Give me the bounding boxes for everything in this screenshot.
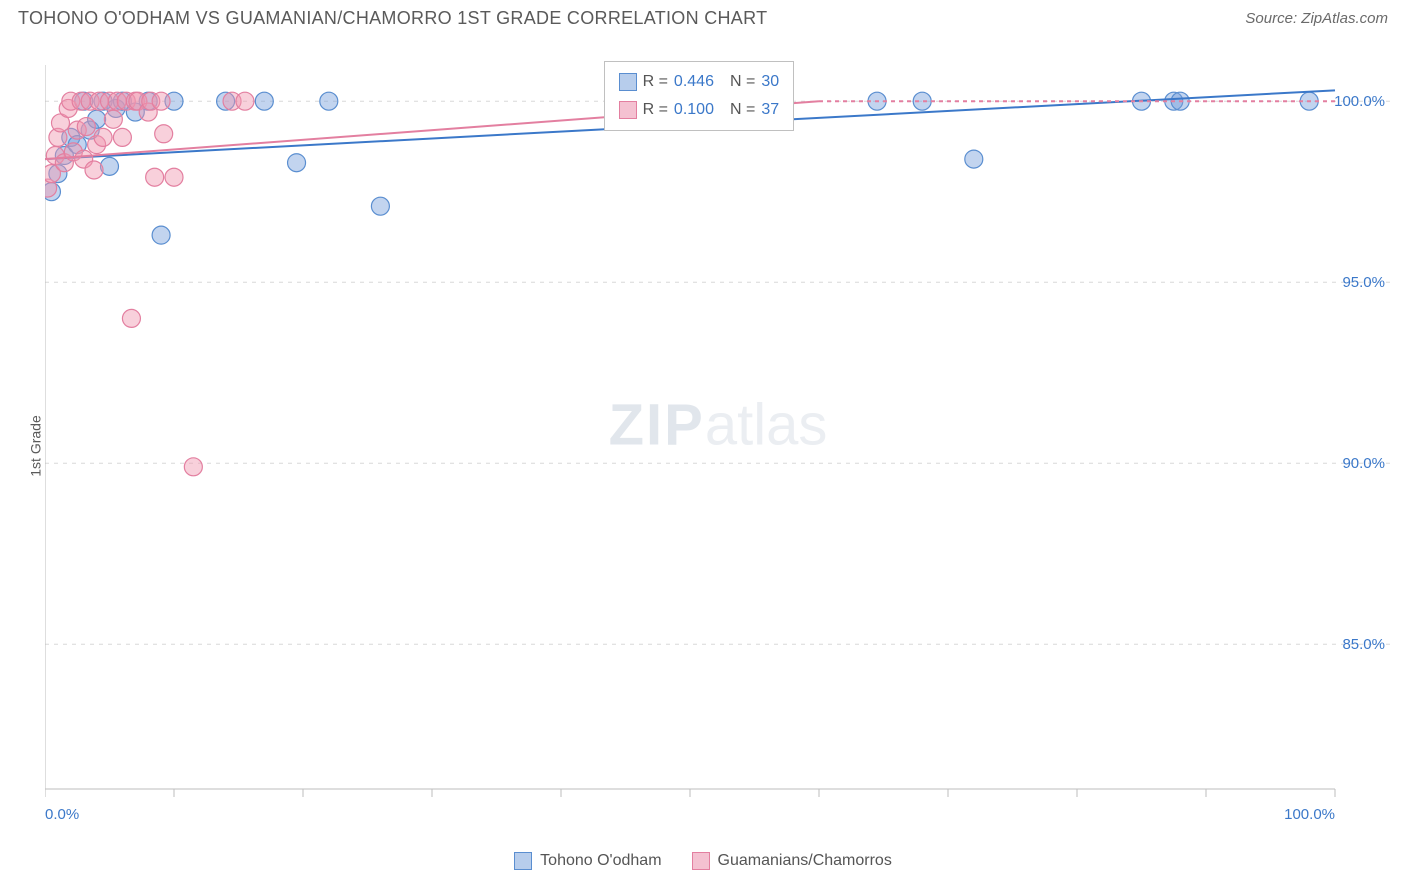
source-name: ZipAtlas.com — [1301, 10, 1388, 27]
svg-text:90.0%: 90.0% — [1342, 455, 1385, 472]
stats-row-tohono: R =0.446 N =30 — [619, 68, 780, 96]
svg-text:100.0%: 100.0% — [1284, 806, 1335, 823]
stats-row-guam: R =0.100 N =37 — [619, 96, 780, 124]
swatch-tohono — [514, 852, 532, 870]
source-attribution: Source: ZipAtlas.com — [1245, 10, 1388, 27]
stats-swatch-tohono — [619, 73, 637, 91]
svg-text:0.0%: 0.0% — [45, 806, 79, 823]
svg-text:85.0%: 85.0% — [1342, 636, 1385, 653]
r-label: R = — [643, 68, 668, 96]
stats-legend: R =0.446 N =30 R =0.100 N =37 — [604, 61, 795, 131]
stats-swatch-guam — [619, 101, 637, 119]
legend-item-guam: Guamanians/Chamorros — [692, 852, 892, 870]
svg-text:100.0%: 100.0% — [1334, 93, 1385, 110]
r-value: 0.446 — [674, 68, 714, 96]
r-value: 0.100 — [674, 96, 714, 124]
chart-title: TOHONO O'ODHAM VS GUAMANIAN/CHAMORRO 1ST… — [18, 8, 767, 29]
source-prefix: Source: — [1245, 10, 1301, 27]
chart-area: 0.0%100.0%85.0%90.0%95.0%100.0% ZIPatlas… — [45, 45, 1391, 837]
series-legend: Tohono O'odham Guamanians/Chamorros — [0, 852, 1406, 870]
legend-label-tohono: Tohono O'odham — [540, 852, 661, 870]
r-label: R = — [643, 96, 668, 124]
scatter-plot: 0.0% 100.0% 85.0% 90.0% 95.0% 100.0% — [45, 45, 1391, 837]
n-label: N = — [730, 96, 755, 124]
y-axis-label: 1st Grade — [28, 415, 44, 476]
legend-item-tohono: Tohono O'odham — [514, 852, 661, 870]
svg-text:95.0%: 95.0% — [1342, 274, 1385, 291]
n-value: 37 — [761, 96, 779, 124]
n-value: 30 — [761, 68, 779, 96]
swatch-guam — [692, 852, 710, 870]
legend-label-guam: Guamanians/Chamorros — [718, 852, 892, 870]
n-label: N = — [730, 68, 755, 96]
